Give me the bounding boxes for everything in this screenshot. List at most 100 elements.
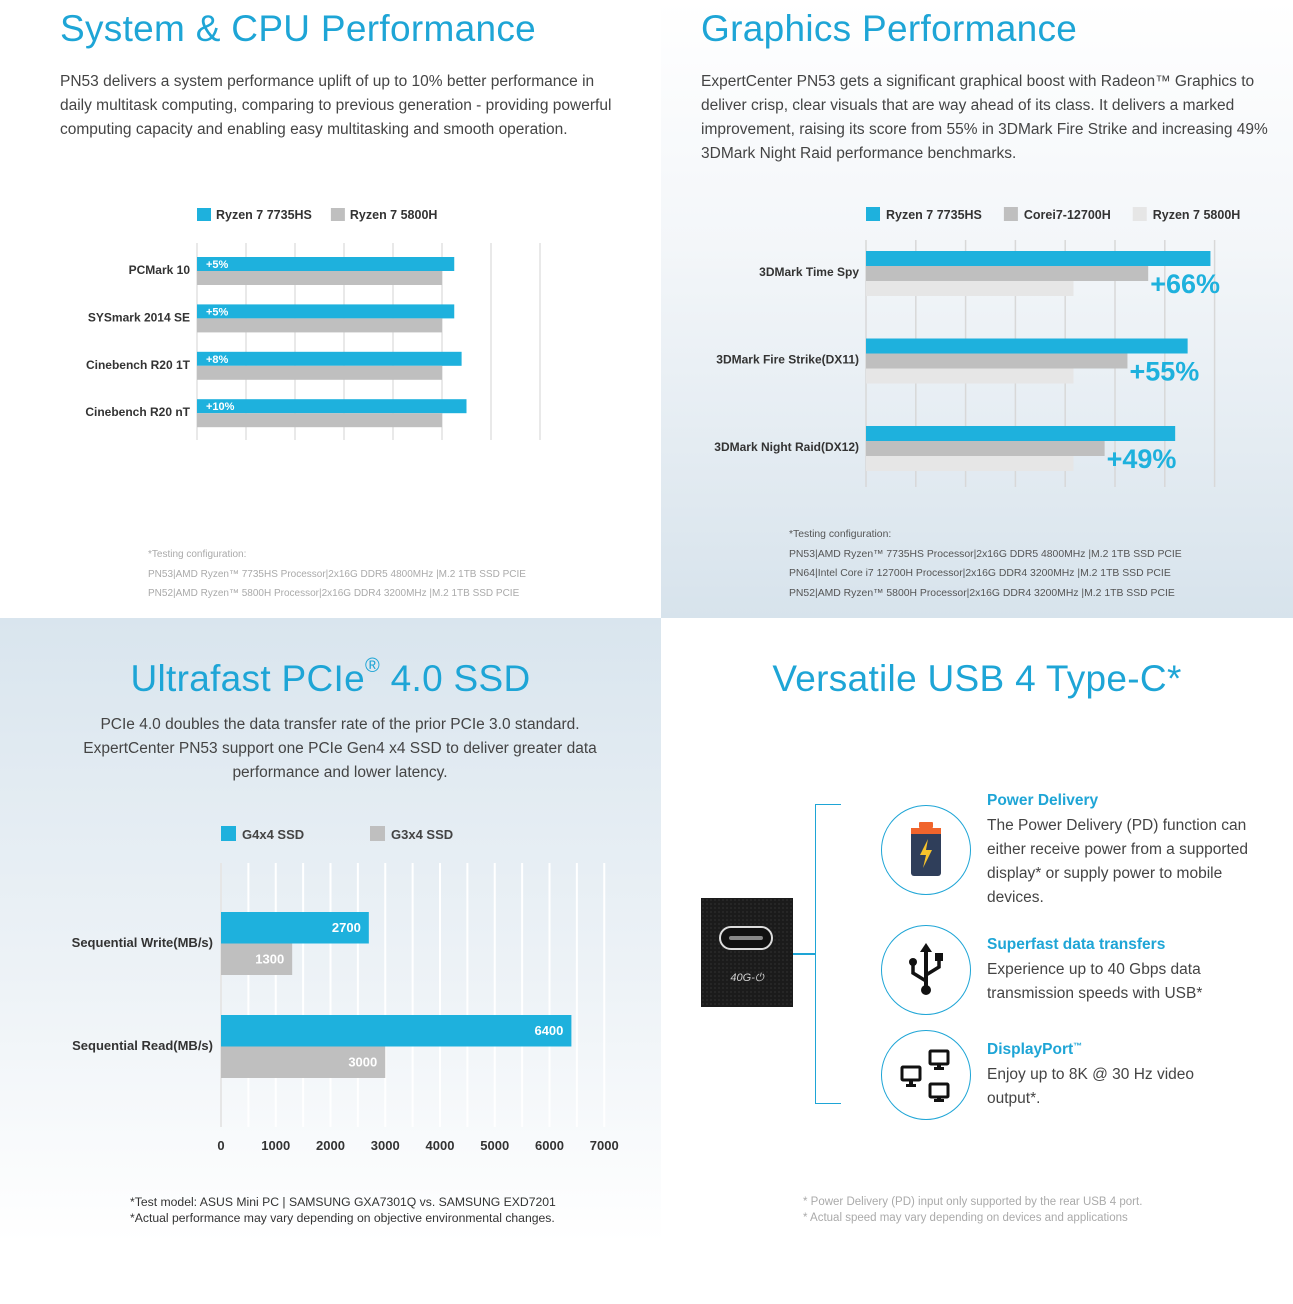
bar-ryzen7-5800h (866, 456, 1074, 471)
legend-label: G3x4 SSD (391, 827, 453, 842)
note-line: PN53|AMD Ryzen™ 7735HS Processor|2x16G D… (148, 568, 526, 580)
bar-ryzen7-5800h (866, 368, 1074, 384)
feature-text: The Power Delivery (PD) function can eit… (987, 817, 1249, 906)
bar-ryzen7-7735hs (866, 426, 1176, 441)
usb-c-port-icon (719, 926, 773, 950)
ssd-description: PCIe 4.0 doubles the data transfer rate … (83, 716, 597, 781)
system-section: System & CPU Performance PN53 delivers a… (0, 0, 661, 618)
tick-label: 1000 (261, 1138, 290, 1153)
bar-corei7-12700h (866, 353, 1128, 369)
feature-text: Experience up to 40 Gbps data transmissi… (987, 961, 1203, 1002)
bar-corei7-12700h (866, 441, 1105, 456)
note-line: *Actual performance may vary depending o… (130, 1211, 555, 1225)
system-notes: *Testing configuration: PN53|AMD Ryzen™ … (148, 545, 526, 604)
category-label: Sequential Read(MB/s) (72, 1038, 213, 1053)
data-label: +5% (206, 259, 229, 271)
power-delivery-circle (881, 805, 971, 895)
usb-icon (909, 943, 943, 995)
graphics-title: Graphics Performance (701, 8, 1078, 49)
category-label: Sequential Write(MB/s) (72, 935, 213, 950)
legend-swatch (866, 207, 880, 221)
data-label: +10% (206, 401, 235, 413)
legend-swatch (197, 208, 211, 221)
tick-label: 2000 (316, 1138, 345, 1153)
note-line: * Actual speed may vary depending on dev… (803, 1212, 1128, 1224)
tick-label: 4000 (426, 1138, 455, 1153)
bar-ryzen7-7735hs (866, 338, 1188, 354)
data-label: 3000 (348, 1055, 377, 1070)
feature-bracket (815, 804, 841, 1104)
category-label: 3DMark Time Spy (759, 265, 859, 279)
bar-ryzen7-7735hs (197, 399, 467, 414)
note-line: *Test model: ASUS Mini PC | SAMSUNG GXA7… (130, 1195, 556, 1209)
note-line: PN64|Intel Core i7 12700H Processor|2x16… (789, 568, 1171, 579)
data-label: 1300 (255, 952, 284, 967)
registered-mark: ® (364, 655, 381, 677)
feature-heading: Power Delivery (987, 792, 1099, 809)
tick-label: 5000 (480, 1138, 509, 1153)
bar-corei7-12700h (866, 266, 1149, 281)
legend-swatch (221, 826, 236, 841)
bar-ryzen7-5800h (866, 281, 1074, 296)
bar-ryzen7-7735hs (866, 251, 1211, 266)
category-label: SYSmark 2014 SE (88, 310, 190, 324)
category-label: 3DMark Fire Strike(DX11) (716, 353, 859, 367)
graphics-chart: Ryzen 7 7735HS Corei7-12700H Ryzen 7 5800H… (714, 207, 1241, 487)
system-description: PN53 delivers a system performance uplif… (60, 73, 612, 138)
data-transfer-circle (881, 925, 971, 1015)
usb-c-port-image: 40G-⏻ (701, 898, 793, 1007)
note-line: *Testing configuration: (148, 549, 247, 560)
graphics-section: Graphics Performance ExpertCenter PN53 g… (661, 0, 1293, 618)
bracket-connector (793, 953, 815, 955)
legend-label: Ryzen 7 5800H (1153, 208, 1241, 222)
bar-ryzen7-7735hs (197, 351, 462, 366)
battery-icon (911, 822, 941, 876)
note-line: *Testing configuration: (789, 529, 892, 540)
port-label: 40G-⏻ (730, 972, 764, 984)
feature-heading: Superfast data transfers (987, 936, 1166, 953)
legend-swatch (1132, 207, 1147, 221)
bar-ryzen7-7735hs (197, 257, 455, 271)
usb-notes: * Power Delivery (PD) input only support… (803, 1194, 1142, 1226)
note-line: PN53|AMD Ryzen™ 7735HS Processor|2x16G D… (789, 548, 1182, 560)
legend-label: Corei7-12700H (1024, 208, 1111, 222)
bar-ryzen7-5800h (197, 365, 442, 380)
bar-ryzen7-5800h (197, 271, 442, 285)
ssd-title-main: Ultrafast PCIe (130, 658, 365, 699)
legend-label: Ryzen 7 5800H (350, 208, 438, 222)
usb-section: Versatile USB 4 Type-C* 40G-⏻ Power Deli… (661, 618, 1293, 1243)
legend-swatch (330, 208, 345, 221)
data-label: 6400 (534, 1023, 563, 1038)
category-label: Cinebench R20 1T (86, 358, 191, 372)
tick-label: 3000 (371, 1138, 400, 1153)
tick-label: 0 (217, 1138, 224, 1153)
feature-text: Enjoy up to 8K @ 30 Hz video output*. (987, 1066, 1195, 1107)
note-line: PN52|AMD Ryzen™ 5800H Processor|2x16G DD… (789, 587, 1175, 599)
system-title: System & CPU Performance (60, 8, 537, 49)
bar-g3x4 (221, 943, 293, 975)
monitors-icon (900, 1049, 950, 1102)
bar-ryzen7-5800h (197, 413, 442, 428)
data-label: +66% (1150, 269, 1220, 299)
tick-label: 7000 (590, 1138, 619, 1153)
bar-ryzen7-7735hs (197, 304, 455, 319)
data-label: +55% (1129, 357, 1199, 387)
bar-g3x4 (221, 1046, 386, 1078)
ssd-title: Ultrafast PCIe® 4.0 SSD (0, 655, 661, 700)
legend-label: Ryzen 7 7735HS (886, 208, 982, 222)
category-label: 3DMark Night Raid(DX12) (714, 440, 859, 454)
data-label: 2700 (332, 920, 361, 935)
data-label: +49% (1107, 444, 1177, 474)
ssd-section: Ultrafast PCIe® 4.0 SSD PCIe 4.0 doubles… (0, 618, 661, 1243)
note-line: PN52|AMD Ryzen™ 5800H Processor|2x16G DD… (148, 588, 520, 599)
legend-swatch (370, 826, 385, 841)
displayport-circle (881, 1030, 971, 1120)
legend-swatch (1003, 207, 1018, 221)
ssd-chart: G4x4 SSD G3x4 SSD 0 1000 2000 3000 4000 5000 600… (72, 826, 619, 1153)
trademark-mark: ™ (1073, 1041, 1083, 1051)
system-chart: Ryzen 7 7735HS Ryzen 7 5800H PCMark 10 +5% S… (85, 208, 541, 440)
ssd-title-tail: 4.0 SSD (380, 658, 531, 699)
legend-label: G4x4 SSD (242, 827, 304, 842)
data-label: +5% (206, 306, 229, 318)
ssd-notes: *Test model: ASUS Mini PC | SAMSUNG GXA7… (130, 1194, 556, 1226)
